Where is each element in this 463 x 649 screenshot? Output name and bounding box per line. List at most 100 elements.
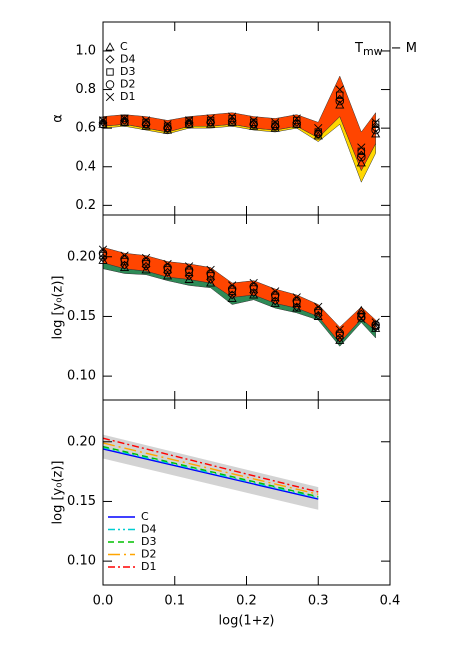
- legend-swatch: [105, 55, 115, 64]
- marker: [371, 125, 380, 135]
- y-axis-label: log [y₀(z)]: [51, 276, 66, 340]
- legend-label: D4: [141, 523, 156, 536]
- marker: [313, 310, 323, 320]
- marker: [314, 129, 323, 139]
- marker: [163, 267, 173, 277]
- marker: [292, 293, 301, 302]
- marker: [357, 152, 366, 162]
- marker: [227, 293, 237, 303]
- y-tick-label: 0.10: [67, 369, 96, 384]
- marker: [271, 118, 280, 127]
- marker: [357, 314, 366, 323]
- marker: [185, 268, 193, 276]
- marker: [120, 114, 129, 123]
- marker: [357, 143, 366, 152]
- marker: [335, 325, 344, 334]
- legend-swatch: [105, 42, 115, 51]
- marker: [141, 116, 151, 125]
- y-tick-label: 0.20: [67, 249, 96, 264]
- y-axis-label: α: [51, 114, 66, 123]
- legend-label: C: [141, 510, 149, 523]
- marker: [314, 302, 323, 312]
- marker: [184, 271, 194, 281]
- legend-label: D2: [120, 78, 135, 91]
- line: [102, 445, 319, 498]
- marker: [336, 331, 344, 340]
- annotation-rest: − M: [391, 41, 417, 56]
- marker: [206, 114, 215, 123]
- marker: [142, 260, 150, 268]
- x-axis-label: log(1+z): [219, 614, 275, 629]
- marker: [292, 120, 301, 129]
- line: [102, 448, 319, 500]
- y-tick-label: 0.8: [75, 82, 96, 97]
- marker: [314, 309, 322, 317]
- marker: [206, 272, 215, 280]
- y-axis-label: log [y₀(z)]: [51, 461, 66, 525]
- legend-swatch: [105, 92, 115, 102]
- x-tick-label: 0.3: [308, 594, 329, 609]
- marker: [249, 285, 258, 293]
- marker: [141, 253, 151, 263]
- annotation: Tmw − M: [354, 41, 417, 59]
- band: [102, 75, 376, 172]
- marker: [271, 287, 280, 296]
- legend-label: D4: [120, 53, 135, 66]
- y-tick-label: 0.15: [67, 309, 96, 324]
- marker: [270, 296, 280, 306]
- marker: [163, 271, 173, 280]
- legend-swatch: [106, 68, 114, 76]
- marker: [371, 320, 380, 330]
- marker: [293, 299, 301, 308]
- marker: [227, 118, 237, 127]
- marker: [163, 120, 172, 129]
- marker: [163, 259, 172, 269]
- y-tick-label: 1.0: [75, 43, 96, 58]
- marker: [249, 278, 258, 288]
- marker: [206, 275, 216, 284]
- legend-label: D1: [120, 90, 135, 103]
- line: [102, 437, 319, 493]
- marker: [184, 274, 194, 283]
- marker: [228, 287, 236, 296]
- x-tick-label: 0.4: [380, 594, 401, 609]
- x-tick-label: 0.1: [164, 594, 185, 609]
- marker: [184, 116, 194, 125]
- marker: [141, 261, 151, 271]
- y-tick-label: 0.2: [75, 198, 96, 213]
- marker: [335, 85, 344, 94]
- marker: [206, 278, 216, 287]
- marker: [356, 158, 366, 167]
- y-tick-label: 0.10: [67, 554, 96, 569]
- line: [102, 442, 319, 495]
- marker: [184, 262, 194, 271]
- legend-label: C: [120, 40, 128, 53]
- marker: [357, 313, 366, 322]
- legend-label: D1: [141, 560, 156, 573]
- marker: [163, 266, 172, 274]
- marker: [371, 318, 380, 327]
- annotation-sub: mw: [363, 45, 383, 58]
- marker: [335, 333, 345, 343]
- y-tick-label: 0.6: [75, 121, 96, 136]
- marker: [206, 265, 215, 275]
- y-tick-label: 0.4: [75, 159, 96, 174]
- legend-label: D2: [141, 548, 156, 561]
- y-tick-label: 0.15: [67, 494, 96, 509]
- x-tick-label: 0.0: [93, 594, 114, 609]
- marker: [371, 322, 381, 332]
- marker: [120, 260, 129, 270]
- x-tick-label: 0.2: [236, 594, 257, 609]
- y-tick-label: 0.20: [67, 434, 96, 449]
- marker: [292, 114, 301, 123]
- marker: [120, 257, 129, 266]
- marker: [335, 96, 345, 106]
- legend-swatch: [105, 80, 115, 89]
- legend-label: D3: [120, 65, 135, 78]
- marker: [371, 118, 380, 127]
- line: [102, 447, 319, 499]
- marker: [292, 302, 302, 312]
- legend-label: D3: [141, 535, 156, 548]
